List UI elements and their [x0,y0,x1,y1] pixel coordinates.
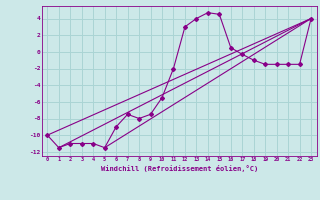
X-axis label: Windchill (Refroidissement éolien,°C): Windchill (Refroidissement éolien,°C) [100,165,258,172]
